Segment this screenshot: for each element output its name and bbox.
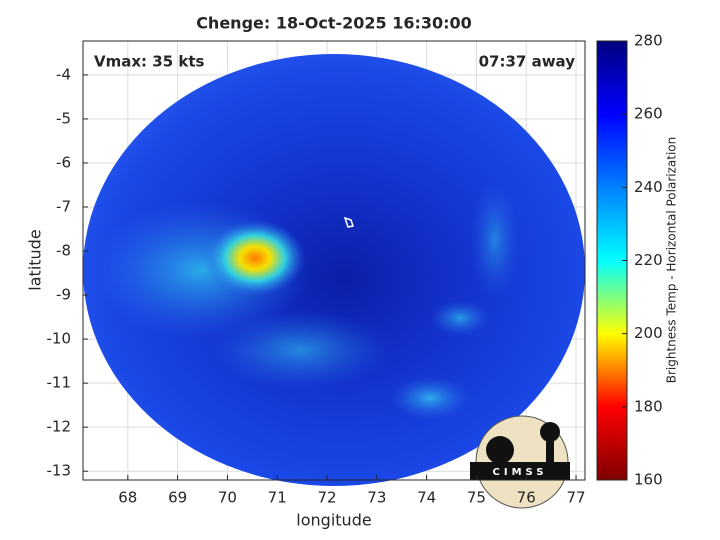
colorbar-tick-label: 160 bbox=[634, 471, 663, 489]
x-tick-label: 72 bbox=[317, 489, 336, 507]
colorbar-tick-label: 200 bbox=[634, 324, 663, 342]
colorbar-tick-label: 240 bbox=[634, 178, 663, 196]
y-tick-label: -9 bbox=[56, 286, 71, 304]
chart-title: Chenge: 18-Oct-2025 16:30:00 bbox=[196, 14, 472, 33]
y-tick-label: -10 bbox=[47, 330, 72, 348]
colorbar-tick-label: 180 bbox=[634, 397, 663, 415]
y-tick-label: -11 bbox=[47, 374, 72, 392]
x-tick-label: 70 bbox=[218, 489, 237, 507]
y-tick-label: -8 bbox=[56, 242, 71, 260]
y-tick-label: -6 bbox=[56, 153, 71, 171]
y-tick-label: -12 bbox=[47, 418, 72, 436]
annotation: 07:37 away bbox=[479, 53, 576, 71]
x-tick-label: 76 bbox=[517, 489, 536, 507]
x-axis-label: longitude bbox=[296, 511, 371, 530]
colorbar-tick-label: 280 bbox=[634, 32, 663, 50]
x-tick-label: 75 bbox=[467, 489, 486, 507]
logo: CIMSS bbox=[470, 415, 570, 509]
x-tick-label: 68 bbox=[118, 489, 137, 507]
y-tick-label: -5 bbox=[56, 109, 71, 127]
x-tick-label: 74 bbox=[417, 489, 436, 507]
y-tick-label: -7 bbox=[56, 198, 71, 216]
x-tick-label: 77 bbox=[566, 489, 585, 507]
annotation: Vmax: 35 kts bbox=[94, 53, 204, 71]
imagery bbox=[83, 54, 585, 486]
x-tick-label: 71 bbox=[268, 489, 287, 507]
colorbar-tick-label: 260 bbox=[634, 105, 663, 123]
plot-frame bbox=[82, 40, 586, 481]
x-tick-label: 73 bbox=[367, 489, 386, 507]
y-tick-label: -13 bbox=[47, 462, 72, 480]
colorbar-label: Brightness Temp - Horizontal Polarizatio… bbox=[665, 137, 679, 384]
y-tick-label: -4 bbox=[56, 65, 71, 83]
x-tick-label: 69 bbox=[168, 489, 187, 507]
logo-text: CIMSS bbox=[493, 467, 548, 478]
y-axis-label: latitude bbox=[26, 229, 45, 290]
colorbar-tick-label: 220 bbox=[634, 251, 663, 269]
